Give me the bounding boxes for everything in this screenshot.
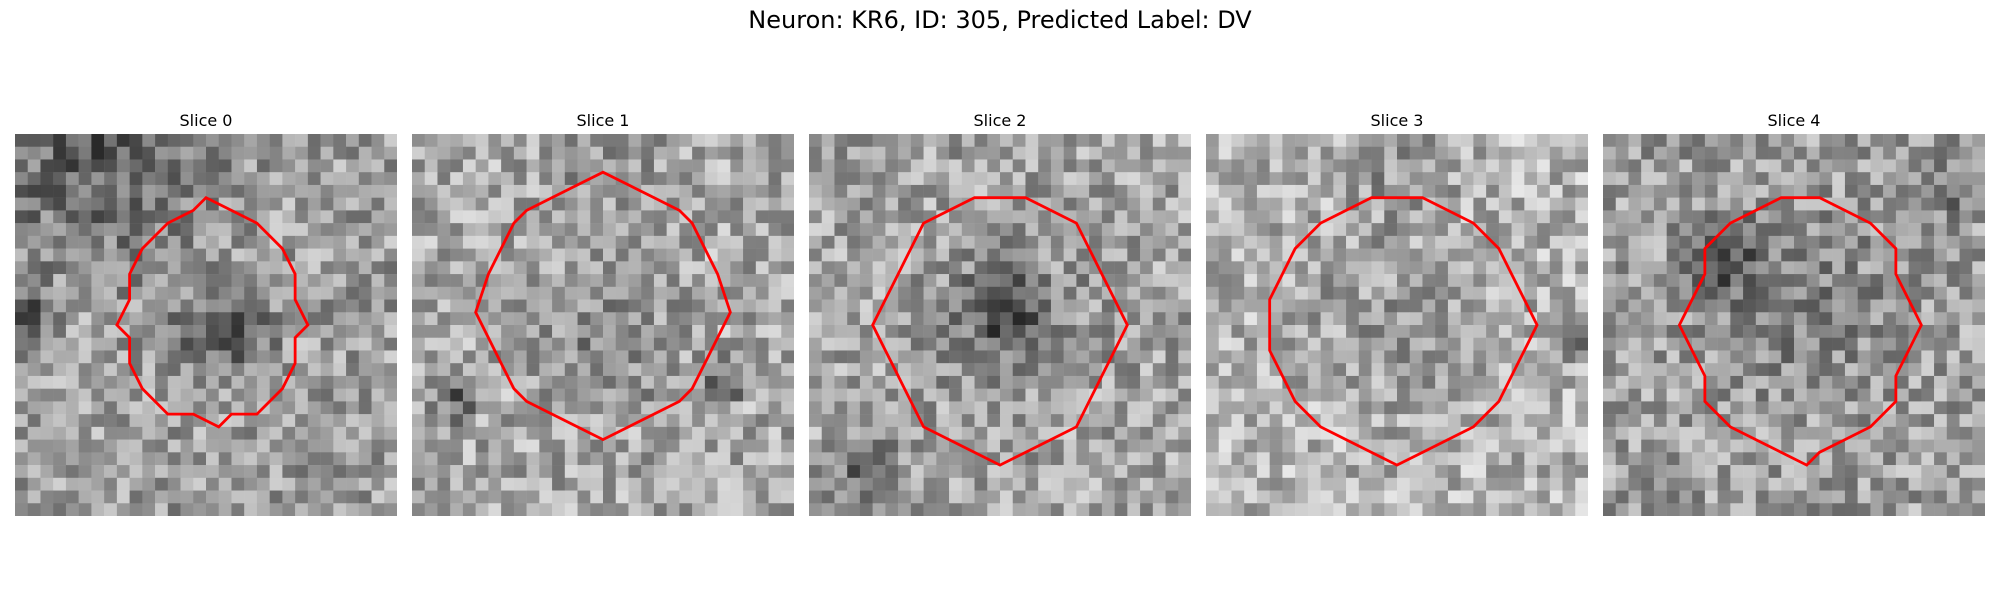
contour-outline-3 bbox=[1268, 196, 1539, 467]
slice-title-3: Slice 3 bbox=[1370, 111, 1424, 130]
slice-image-0 bbox=[15, 134, 397, 516]
slice-image-2 bbox=[809, 134, 1191, 516]
slice-image-1 bbox=[412, 134, 794, 516]
slice-image-3 bbox=[1206, 134, 1588, 516]
slice-panel-0: Slice 0 bbox=[15, 110, 397, 516]
slice-image-4 bbox=[1603, 134, 1985, 516]
contour-outline-0 bbox=[115, 195, 310, 429]
slice-title-4: Slice 4 bbox=[1767, 111, 1821, 130]
slice-panel-3: Slice 3 bbox=[1206, 110, 1588, 516]
figure-title: Neuron: KR6, ID: 305, Predicted Label: D… bbox=[748, 6, 1252, 34]
slice-panel-4: Slice 4 bbox=[1603, 110, 1985, 516]
contour-outline-4 bbox=[1677, 196, 1923, 467]
slice-panel-2: Slice 2 bbox=[809, 110, 1191, 516]
slice-panel-1: Slice 1 bbox=[412, 110, 794, 516]
slice-title-0: Slice 0 bbox=[179, 111, 233, 130]
slice-title-1: Slice 1 bbox=[576, 111, 630, 130]
slice-title-2: Slice 2 bbox=[973, 111, 1027, 130]
contour-outline-2 bbox=[871, 196, 1129, 467]
contour-outline-1 bbox=[474, 170, 732, 442]
